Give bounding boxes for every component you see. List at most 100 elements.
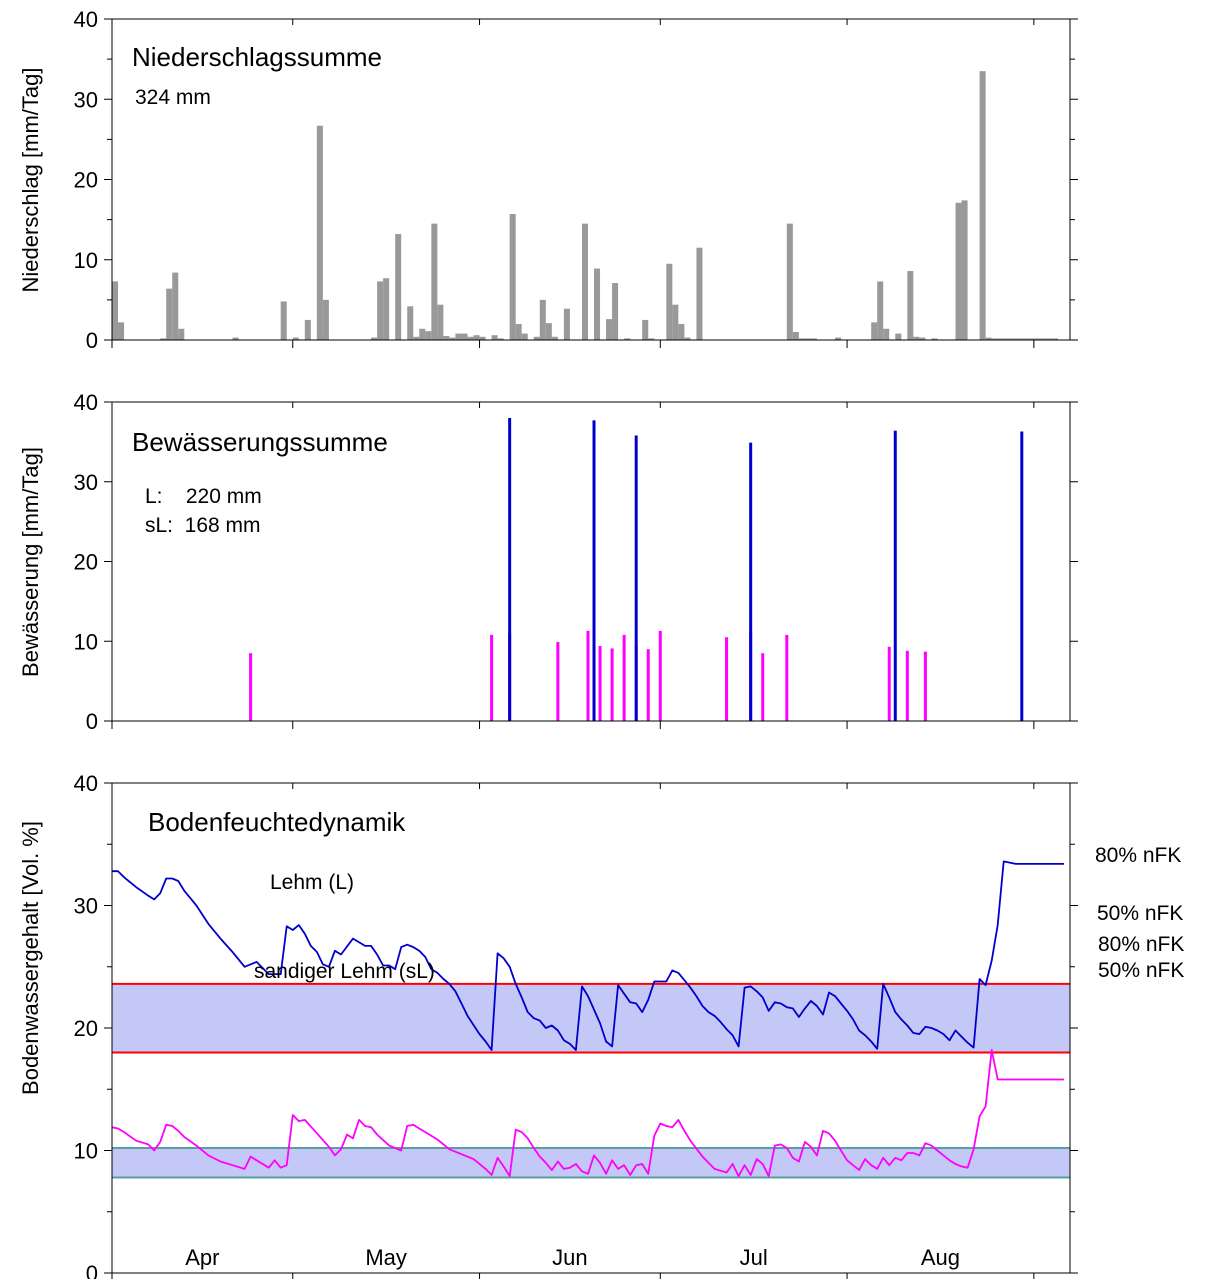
irrigation-bar-sl bbox=[725, 637, 729, 721]
precipitation-bar bbox=[280, 301, 287, 340]
y-tick-label: 40 bbox=[74, 7, 98, 32]
precipitation-bar bbox=[985, 337, 992, 340]
precipitation-bar bbox=[648, 338, 655, 340]
series-line-sandiger-lehm bbox=[111, 1049, 1064, 1178]
precipitation-bar bbox=[383, 278, 390, 340]
precipitation-bar bbox=[684, 337, 691, 340]
precipitation-bar bbox=[997, 338, 1004, 340]
precipitation-bar bbox=[804, 338, 811, 340]
precipitation-bar bbox=[178, 328, 185, 340]
y-tick-label: 30 bbox=[74, 87, 98, 112]
soil-moisture-title: Bodenfeuchtedynamik bbox=[148, 807, 406, 837]
threshold-label-sl-50: 50% nFK bbox=[1098, 959, 1184, 982]
irrigation-title: Bewässerungssumme bbox=[132, 427, 388, 457]
precipitation-bar bbox=[563, 308, 570, 340]
irrigation-bar-l bbox=[508, 417, 512, 721]
irrigation-bar-sl bbox=[249, 653, 253, 721]
y-tick-label: 10 bbox=[74, 1139, 98, 1164]
precipitation-bar bbox=[1003, 338, 1010, 340]
precipitation-bar bbox=[678, 323, 685, 340]
precipitation-bar bbox=[931, 338, 938, 340]
month-label: Jun bbox=[552, 1245, 587, 1270]
precipitation-bar bbox=[509, 214, 516, 340]
precipitation-bar bbox=[666, 263, 673, 340]
precipitation-bar bbox=[112, 281, 119, 340]
month-label: Apr bbox=[185, 1245, 219, 1270]
y-tick-label: 40 bbox=[74, 390, 98, 415]
irrigation-bar-sl bbox=[887, 646, 891, 721]
series-label-lehm: Lehm (L) bbox=[270, 871, 354, 894]
precipitation-bar bbox=[877, 281, 884, 340]
threshold-label-l-80: 80% nFK bbox=[1095, 844, 1181, 867]
y-tick-label: 30 bbox=[74, 470, 98, 495]
irrigation-bar-sl bbox=[556, 642, 560, 721]
soil-moisture-axis-ticks: 0 10 20 30 40 bbox=[74, 771, 1078, 1279]
irrigation-bar-sl bbox=[923, 651, 927, 721]
irrigation-bars bbox=[249, 417, 1024, 721]
precipitation-bar bbox=[1033, 338, 1040, 340]
irrigation-bar-sl bbox=[622, 634, 626, 721]
irrigation-bar-sl bbox=[785, 634, 789, 721]
irrigation-bar-l bbox=[1020, 431, 1024, 721]
precipitation-bar bbox=[497, 338, 504, 340]
precipitation-bar bbox=[461, 333, 468, 340]
series-label-sandiger-lehm: sandiger Lehm (sL) bbox=[254, 960, 435, 983]
irrigation-bar-sl bbox=[598, 646, 602, 721]
nfk-band-lehm bbox=[112, 983, 1070, 1053]
soil-moisture-lines bbox=[111, 860, 1064, 1178]
precipitation-bar bbox=[913, 336, 920, 340]
precipitation-bar bbox=[443, 335, 450, 340]
precipitation-bar bbox=[907, 270, 914, 340]
precipitation-bar bbox=[437, 304, 444, 340]
y-tick-label: 30 bbox=[74, 894, 98, 919]
precipitation-bar bbox=[479, 336, 486, 340]
precipitation-bar bbox=[425, 331, 432, 340]
precipitation-bar bbox=[612, 283, 619, 340]
precipitation-bar bbox=[473, 335, 480, 340]
precipitation-bar bbox=[672, 304, 679, 340]
threshold-label-sl-80: 80% nFK bbox=[1098, 933, 1184, 956]
y-tick-label: 10 bbox=[74, 248, 98, 273]
precipitation-bar bbox=[491, 335, 498, 340]
precipitation-bar bbox=[895, 333, 902, 340]
irrigation-bar-l bbox=[592, 420, 596, 721]
precipitation-bar bbox=[1045, 338, 1052, 340]
irrigation-bar-sl bbox=[586, 630, 590, 721]
y-tick-label: 0 bbox=[86, 328, 98, 353]
precipitation-bar bbox=[581, 223, 588, 340]
precipitation-bar bbox=[449, 337, 456, 340]
irrigation-bar-sl bbox=[761, 653, 765, 721]
precipitation-bar bbox=[835, 337, 842, 340]
precipitation-bar bbox=[919, 337, 926, 340]
precipitation-bar bbox=[1021, 338, 1028, 340]
y-tick-label: 20 bbox=[74, 550, 98, 575]
nfk-bands bbox=[112, 982, 1070, 1179]
precipitation-bar bbox=[377, 281, 384, 340]
precipitation-bar bbox=[810, 338, 817, 340]
precipitation-bar bbox=[642, 319, 649, 340]
irrigation-bar-l bbox=[749, 442, 753, 721]
precipitation-bar bbox=[786, 223, 793, 340]
precipitation-bar bbox=[455, 333, 462, 340]
y-tick-label: 20 bbox=[74, 168, 98, 193]
precipitation-bar bbox=[1039, 338, 1046, 340]
y-tick-label: 40 bbox=[74, 771, 98, 796]
precipitation-bar bbox=[467, 336, 474, 340]
threshold-label-l-50: 50% nFK bbox=[1097, 902, 1183, 925]
soil-moisture-panel: 0 10 20 30 40 Bodenfeuchtedynamik Lehm (L) s… bbox=[18, 771, 1184, 1279]
precipitation-bar bbox=[624, 338, 631, 340]
precipitation-bar bbox=[594, 268, 601, 340]
precipitation-bar bbox=[798, 338, 805, 340]
irrigation-panel: 0 10 20 30 40 Bewässerungssumme L: 220 mm sL… bbox=[18, 390, 1078, 734]
y-tick-label: 0 bbox=[86, 709, 98, 734]
precipitation-bars bbox=[112, 71, 1058, 340]
precipitation-bar bbox=[792, 331, 799, 340]
precipitation-bar bbox=[515, 323, 522, 340]
precipitation-bar bbox=[606, 319, 613, 340]
precipitation-bar bbox=[961, 200, 968, 340]
series-line-lehm bbox=[112, 860, 1064, 1051]
precipitation-bar bbox=[160, 338, 167, 340]
precipitation-bar bbox=[539, 299, 546, 340]
precipitation-bar bbox=[292, 337, 299, 340]
precipitation-bar bbox=[551, 336, 558, 340]
